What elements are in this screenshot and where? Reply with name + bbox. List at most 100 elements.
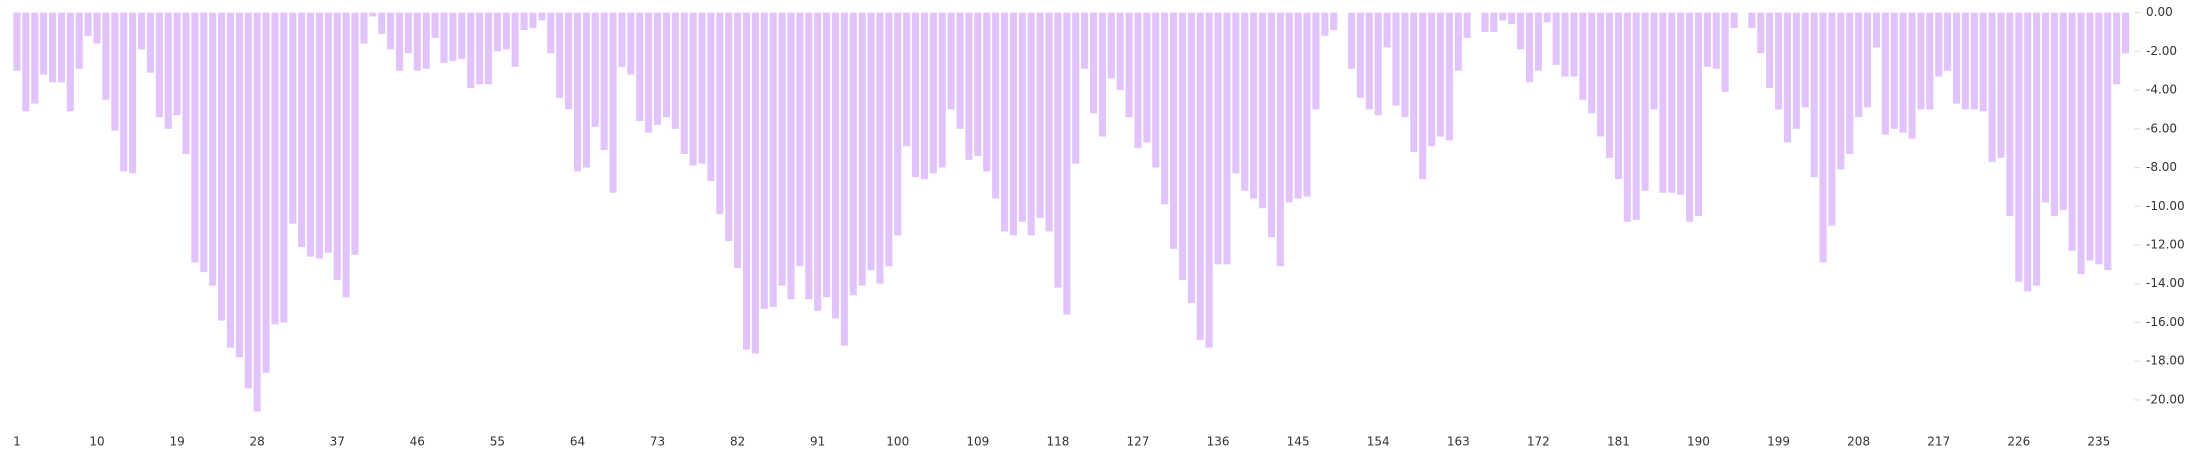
bar bbox=[440, 12, 448, 63]
bar bbox=[1383, 12, 1391, 48]
y-tick-label: -6.00 bbox=[2146, 121, 2177, 135]
bar bbox=[1632, 12, 1640, 220]
bar bbox=[1072, 12, 1080, 164]
bar bbox=[342, 12, 350, 298]
bar bbox=[1899, 12, 1907, 133]
bar bbox=[1152, 12, 1160, 168]
bar bbox=[422, 12, 430, 69]
bar bbox=[591, 12, 599, 127]
bar bbox=[2121, 12, 2130, 54]
bar bbox=[1054, 12, 1062, 288]
bar bbox=[1775, 12, 1783, 110]
bar bbox=[1303, 12, 1311, 197]
bar bbox=[1543, 12, 1551, 23]
bar bbox=[1908, 12, 1916, 139]
bar bbox=[1650, 12, 1658, 110]
bar bbox=[182, 12, 190, 154]
bar bbox=[298, 12, 306, 247]
bar bbox=[1436, 12, 1445, 137]
bar bbox=[1107, 12, 1115, 79]
bar bbox=[911, 12, 920, 178]
bar bbox=[742, 12, 751, 350]
bar bbox=[1552, 12, 1560, 65]
bar bbox=[974, 12, 982, 156]
bar bbox=[1116, 12, 1124, 91]
bar bbox=[1801, 12, 1809, 108]
bar bbox=[1392, 12, 1400, 106]
bar bbox=[289, 12, 297, 224]
bar bbox=[1863, 12, 1872, 108]
bar bbox=[1330, 12, 1338, 31]
bar bbox=[645, 12, 653, 133]
bar bbox=[787, 12, 795, 300]
bar bbox=[1045, 12, 1053, 232]
bar bbox=[200, 12, 208, 273]
bar bbox=[218, 12, 226, 321]
bar bbox=[1810, 12, 1818, 178]
bar bbox=[306, 12, 315, 257]
bar bbox=[449, 12, 457, 62]
x-tick-label: 163 bbox=[1447, 435, 1470, 449]
bar bbox=[1223, 12, 1231, 265]
x-tick-label: 82 bbox=[730, 435, 745, 449]
bar bbox=[1463, 12, 1471, 38]
bar bbox=[431, 12, 439, 38]
bar bbox=[831, 12, 840, 319]
x-tick-label: 190 bbox=[1687, 435, 1710, 449]
bar bbox=[484, 12, 493, 85]
bar bbox=[1490, 12, 1498, 32]
bar bbox=[66, 12, 74, 112]
x-tick-label: 172 bbox=[1527, 435, 1550, 449]
bar bbox=[1063, 12, 1071, 315]
x-tick-label: 226 bbox=[2007, 435, 2030, 449]
bar bbox=[75, 12, 83, 69]
bar bbox=[1881, 12, 1889, 135]
bar bbox=[1205, 12, 1213, 348]
bar bbox=[1579, 12, 1587, 100]
bar bbox=[1347, 12, 1356, 69]
bar bbox=[2024, 12, 2032, 292]
bar bbox=[627, 12, 635, 75]
bar bbox=[129, 12, 137, 174]
bar bbox=[1196, 12, 1204, 340]
bar bbox=[965, 12, 973, 160]
bar bbox=[2006, 12, 2014, 216]
bar bbox=[137, 12, 146, 50]
bar bbox=[983, 12, 991, 172]
x-tick-label: 19 bbox=[169, 435, 184, 449]
bar bbox=[1721, 12, 1729, 93]
bar bbox=[84, 12, 92, 36]
bar bbox=[582, 12, 590, 168]
bar bbox=[956, 12, 964, 129]
x-tick-label: 100 bbox=[886, 435, 909, 449]
bar bbox=[511, 12, 519, 67]
bar bbox=[1872, 12, 1880, 48]
bar bbox=[1250, 12, 1258, 199]
bar bbox=[1445, 12, 1453, 141]
bar bbox=[1686, 12, 1694, 222]
bar bbox=[1712, 12, 1720, 69]
bar bbox=[1703, 12, 1711, 67]
bar bbox=[1588, 12, 1596, 114]
bar bbox=[1730, 12, 1738, 29]
bar bbox=[947, 12, 955, 110]
bar bbox=[2095, 12, 2103, 265]
x-tick-label: 154 bbox=[1367, 435, 1390, 449]
bar bbox=[814, 12, 822, 311]
bar bbox=[1952, 12, 1961, 104]
x-tick-label: 1 bbox=[13, 435, 21, 449]
y-tick-label: -16.00 bbox=[2146, 315, 2185, 329]
bar bbox=[609, 12, 617, 193]
bar bbox=[734, 12, 742, 269]
bar bbox=[1481, 12, 1489, 32]
bar bbox=[1525, 12, 1534, 83]
bar bbox=[413, 12, 421, 71]
bar bbox=[1232, 12, 1240, 174]
bar bbox=[1098, 12, 1106, 137]
bar bbox=[1694, 12, 1703, 216]
y-tick-label: -10.00 bbox=[2146, 199, 2185, 213]
bar bbox=[467, 12, 475, 89]
bar bbox=[769, 12, 777, 307]
bar bbox=[698, 12, 706, 164]
bar bbox=[1570, 12, 1578, 77]
